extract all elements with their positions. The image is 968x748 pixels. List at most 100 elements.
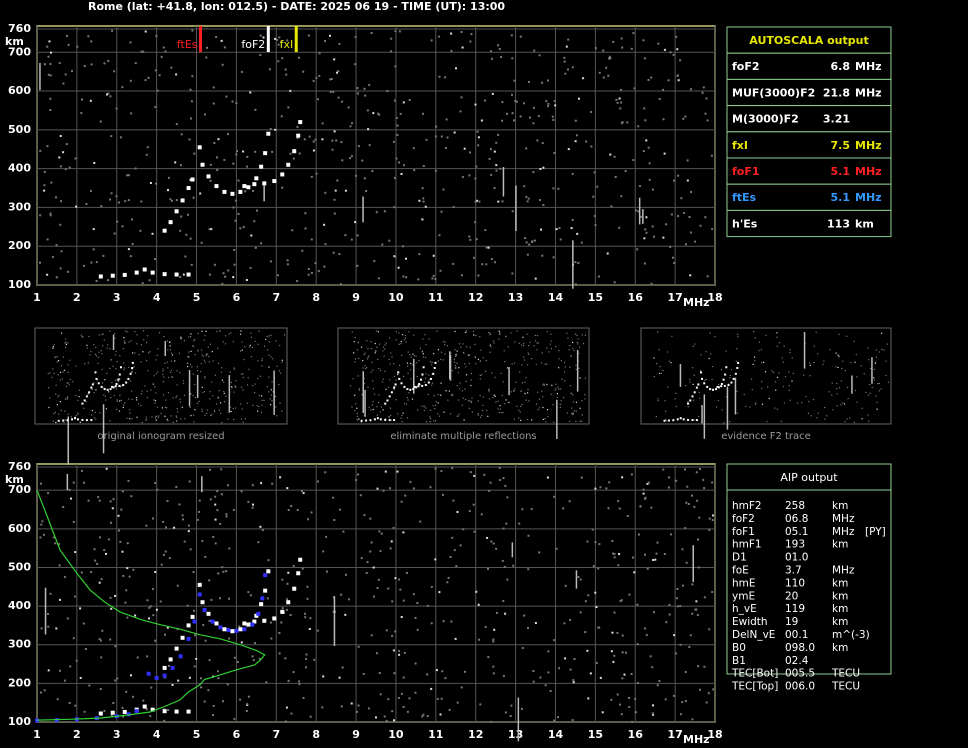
- noise-dot: [838, 355, 840, 357]
- noise-dot: [504, 361, 506, 363]
- thumbnail-point: [717, 386, 720, 389]
- noise-dot: [667, 386, 669, 388]
- noise-dot: [236, 661, 239, 663]
- x-tick-label: 9: [352, 728, 360, 741]
- noise-dot: [426, 715, 429, 718]
- noise-dot: [523, 359, 525, 361]
- noise-dot: [558, 388, 560, 390]
- thumbnail-point: [114, 385, 117, 388]
- noise-dot: [464, 388, 466, 390]
- noise-dot: [776, 376, 779, 378]
- noise-dot: [621, 677, 624, 680]
- noise-dot: [144, 79, 147, 82]
- noise-dot: [243, 359, 245, 361]
- noise-dot: [708, 628, 711, 631]
- noise-dot: [335, 139, 338, 142]
- noise-dot: [398, 161, 401, 164]
- noise-dot: [567, 38, 570, 41]
- noise-dot: [230, 410, 232, 413]
- noise-dot: [146, 655, 149, 658]
- noise-dot: [164, 50, 167, 53]
- noise-dot: [610, 205, 613, 208]
- noise-dot: [128, 341, 130, 343]
- noise-dot: [573, 410, 576, 412]
- noise-dot: [49, 63, 52, 65]
- noise-dot: [856, 376, 858, 378]
- noise-dot: [201, 330, 203, 332]
- noise-dot: [644, 553, 646, 556]
- noise-dot: [376, 587, 379, 589]
- thumbnail-point: [100, 385, 103, 388]
- noise-dot: [149, 605, 152, 608]
- thumbnail-point: [672, 419, 675, 422]
- noise-dot: [645, 139, 648, 142]
- noise-dot: [93, 392, 95, 394]
- noise-dot: [154, 400, 156, 402]
- noise-dot: [395, 116, 398, 119]
- noise-dot: [259, 34, 262, 37]
- noise-dot: [167, 189, 169, 192]
- noise-dot: [711, 591, 714, 593]
- noise-dot: [397, 413, 399, 415]
- noise-dot: [148, 279, 151, 282]
- noise-dot: [550, 333, 552, 335]
- noise-dot: [277, 60, 280, 63]
- noise-streak: [196, 374, 199, 398]
- thumbnail-point: [90, 386, 93, 389]
- noise-dot: [576, 341, 578, 344]
- noise-dot: [781, 357, 783, 359]
- noise-dot: [611, 540, 614, 542]
- noise-dot: [269, 398, 271, 400]
- noise-dot: [695, 471, 698, 474]
- noise-dot: [242, 226, 245, 229]
- noise-dot: [301, 490, 303, 493]
- noise-dot: [403, 402, 406, 405]
- noise-dot: [621, 476, 624, 479]
- noise-dot: [670, 533, 672, 536]
- autoscala-value: 21.8: [823, 86, 850, 99]
- noise-dot: [158, 74, 161, 77]
- thumbnail-point: [94, 371, 97, 374]
- noise-dot: [392, 140, 395, 143]
- noise-dot: [810, 415, 812, 417]
- noise-dot: [495, 169, 498, 172]
- thumbnail-point: [397, 371, 400, 374]
- noise-dot: [200, 363, 202, 365]
- noise-dot: [118, 529, 120, 532]
- noise-dot: [352, 378, 354, 380]
- noise-dot: [177, 411, 179, 413]
- noise-dot: [312, 79, 315, 82]
- noise-dot: [511, 210, 514, 213]
- noise-streak: [679, 364, 682, 387]
- noise-dot: [240, 641, 243, 644]
- noise-dot: [437, 394, 439, 396]
- noise-dot: [219, 330, 221, 332]
- noise-streak: [642, 209, 644, 224]
- noise-dot: [554, 389, 556, 391]
- thumbnail-point: [415, 386, 418, 389]
- noise-dot: [363, 377, 365, 379]
- noise-dot: [390, 419, 392, 421]
- noise-dot: [509, 715, 512, 717]
- noise-dot: [546, 347, 548, 349]
- noise-dot: [736, 348, 738, 350]
- profile-line: [36, 489, 266, 721]
- noise-dot: [261, 358, 263, 360]
- noise-dot: [198, 499, 201, 502]
- noise-dot: [160, 413, 162, 415]
- noise-dot: [49, 74, 52, 77]
- noise-dot: [39, 261, 41, 264]
- noise-dot: [122, 406, 124, 409]
- autoscala-value: 5.1: [831, 191, 851, 204]
- noise-dot: [116, 220, 119, 223]
- noise-dot: [619, 703, 622, 706]
- autoscala-name: foF2: [732, 60, 760, 73]
- noise-dot: [220, 39, 223, 42]
- thumbnail-point: [723, 384, 726, 387]
- noise-dot: [192, 571, 195, 574]
- noise-dot: [228, 547, 231, 550]
- noise-dot: [560, 360, 562, 362]
- noise-dot: [261, 404, 263, 406]
- thumbnail-point: [393, 386, 396, 389]
- y-axis-label: km: [5, 35, 24, 48]
